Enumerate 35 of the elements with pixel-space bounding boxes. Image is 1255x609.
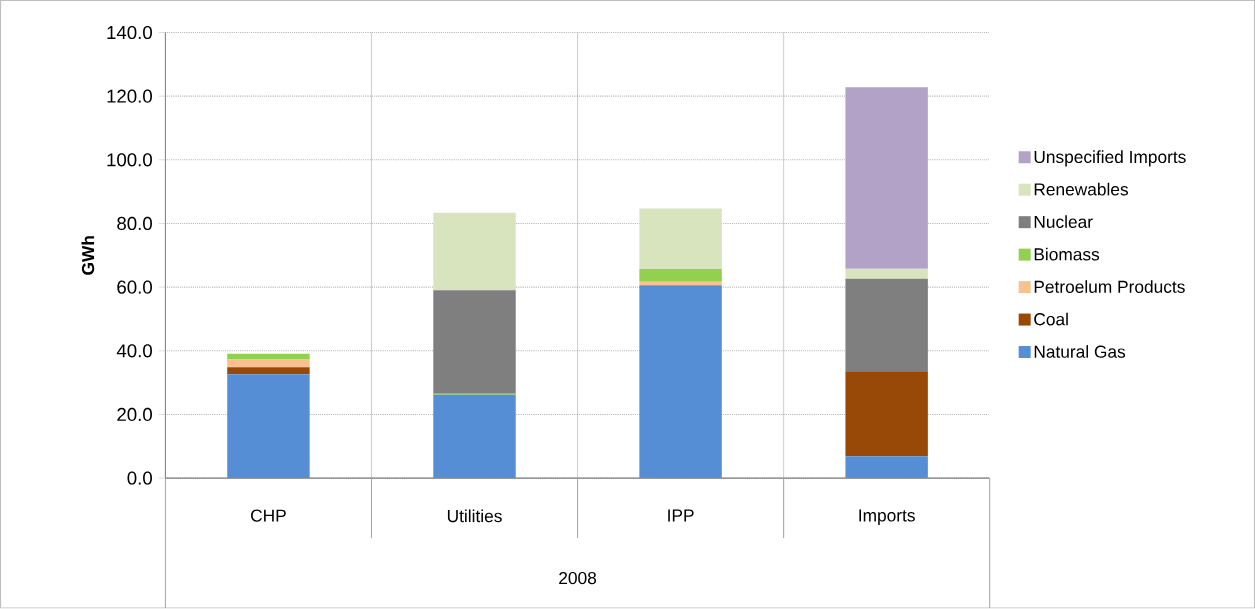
bar [433, 212, 516, 291]
bar [639, 269, 722, 282]
legend-label: Coal [1034, 312, 1068, 326]
x-axis-title: 2008 [559, 572, 597, 585]
y-tick-label: 60.0 [117, 280, 152, 294]
bar [433, 290, 516, 394]
bar [845, 371, 928, 457]
bar [845, 268, 928, 280]
bar [845, 87, 928, 269]
legend-label: Petroelum Products [1034, 280, 1185, 294]
y-tick-label: 140.0 [107, 26, 152, 40]
bar [433, 394, 516, 479]
y-tick-label: 80.0 [117, 217, 152, 231]
bar [845, 279, 928, 372]
bar [227, 367, 310, 375]
y-tick-label: 100.0 [107, 153, 152, 167]
bar [227, 359, 310, 368]
legend-label: Nuclear [1034, 215, 1093, 229]
x-tick-label: Utilities [447, 509, 502, 523]
legend-label: Biomass [1034, 247, 1100, 261]
bar [227, 374, 310, 479]
bar [639, 208, 722, 270]
y-tick-label: 120.0 [107, 89, 152, 103]
legend-label: Renewables [1034, 183, 1129, 196]
bar [639, 285, 722, 479]
x-tick-label: Imports [859, 509, 915, 526]
y-tick-label: 20.0 [117, 408, 152, 422]
x-tick-label: CHP [251, 509, 286, 522]
legend-label: Natural Gas [1034, 345, 1126, 359]
y-axis-title: GWh [81, 236, 95, 276]
y-tick-label: 40.0 [116, 344, 152, 358]
y-tick-label: 0.0 [127, 471, 152, 485]
legend-label: Unspecified Imports [1034, 150, 1186, 167]
x-tick-label: IPP [668, 509, 694, 522]
bar [845, 456, 928, 479]
